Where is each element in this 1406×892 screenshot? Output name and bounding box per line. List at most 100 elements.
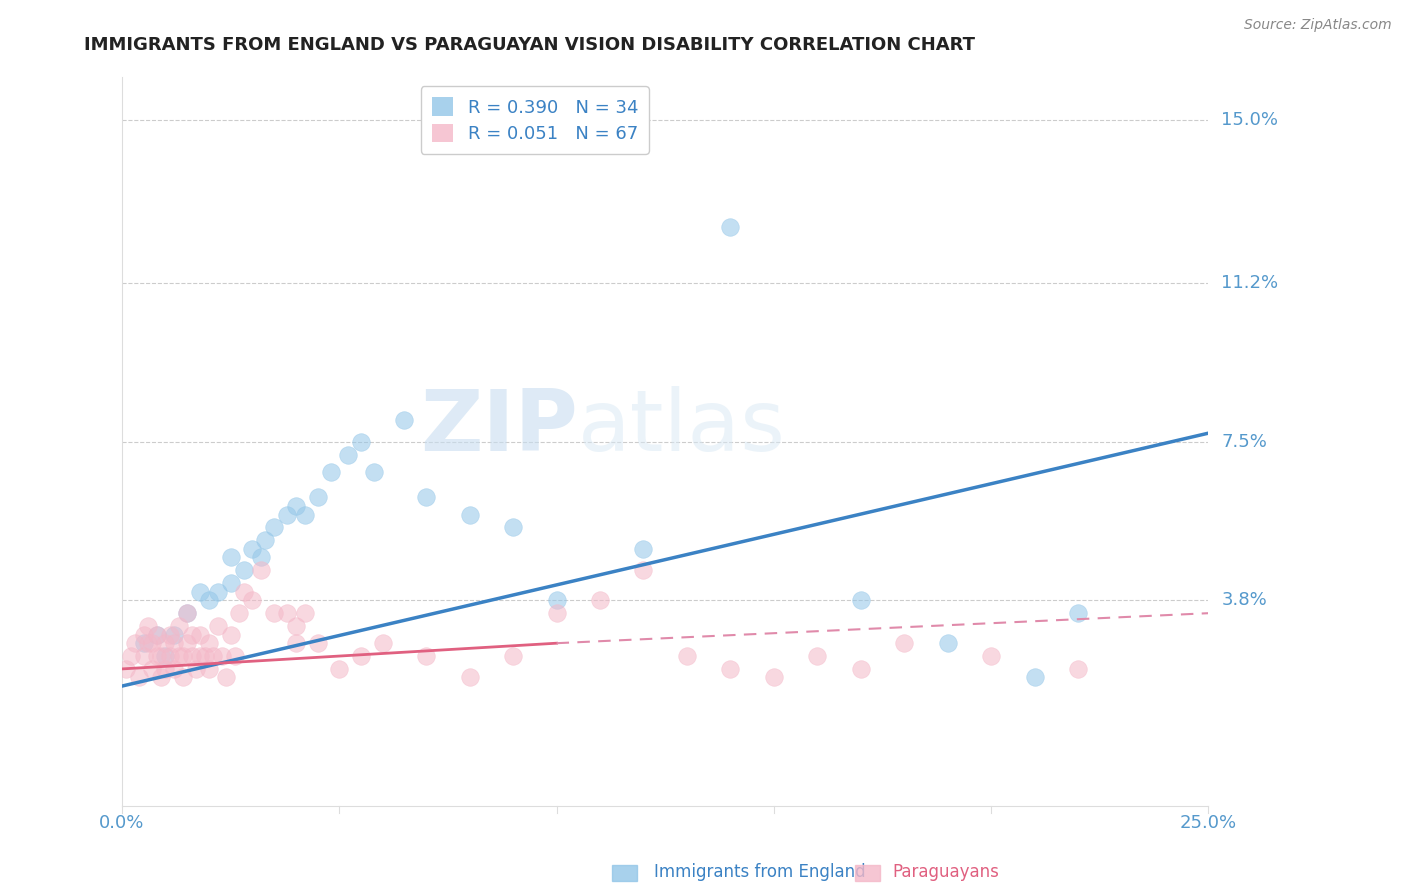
Point: [250, 550, 273, 565]
Point: [155, 648, 177, 663]
Point: [198, 662, 221, 676]
Point: [242, 593, 264, 607]
Point: [250, 563, 273, 577]
Text: IMMIGRANTS FROM ENGLAND VS PARAGUAYAN VISION DISABILITY CORRELATION CHART: IMMIGRANTS FROM ENGLAND VS PARAGUAYAN VI…: [84, 36, 976, 54]
Point: [155, 662, 177, 676]
Point: [198, 636, 221, 650]
Point: [207, 584, 229, 599]
Point: [167, 619, 190, 633]
Point: [232, 584, 254, 599]
Point: [936, 636, 959, 650]
Point: [276, 508, 298, 522]
Text: ZIP: ZIP: [420, 385, 578, 468]
Point: [172, 671, 194, 685]
Point: [319, 465, 342, 479]
Legend: R = 0.390   N = 34, R = 0.051   N = 67: R = 0.390 N = 34, R = 0.051 N = 67: [420, 87, 650, 154]
Point: [546, 593, 568, 607]
Point: [176, 606, 198, 620]
Point: [215, 671, 238, 685]
Text: Immigrants from England: Immigrants from England: [654, 863, 866, 881]
Text: Source: ZipAtlas.com: Source: ZipAtlas.com: [1244, 18, 1392, 32]
Point: [458, 671, 481, 685]
Point: [188, 648, 211, 663]
Point: [415, 491, 437, 505]
Text: Paraguayans: Paraguayans: [893, 863, 1000, 881]
Point: [136, 636, 159, 650]
Point: [124, 636, 146, 650]
Point: [294, 606, 316, 620]
Point: [328, 662, 350, 676]
Point: [294, 508, 316, 522]
Point: [202, 648, 225, 663]
Point: [180, 648, 202, 663]
Point: [136, 619, 159, 633]
Point: [176, 636, 198, 650]
Point: [350, 648, 373, 663]
Point: [211, 648, 233, 663]
Point: [228, 606, 250, 620]
Point: [633, 541, 655, 556]
Point: [371, 636, 394, 650]
Point: [141, 636, 163, 650]
Point: [589, 593, 612, 607]
Point: [172, 648, 194, 663]
Point: [284, 499, 307, 513]
Text: 7.5%: 7.5%: [1222, 433, 1267, 450]
Point: [159, 627, 181, 641]
Point: [132, 627, 155, 641]
Point: [188, 584, 211, 599]
Point: [350, 434, 373, 449]
Point: [176, 606, 198, 620]
Point: [184, 662, 207, 676]
Point: [980, 648, 1002, 663]
Point: [254, 533, 277, 548]
Point: [1024, 671, 1046, 685]
Point: [150, 648, 173, 663]
Text: atlas: atlas: [578, 385, 786, 468]
Point: [207, 619, 229, 633]
Point: [337, 448, 360, 462]
Point: [1067, 606, 1090, 620]
Text: 15.0%: 15.0%: [1222, 112, 1278, 129]
Point: [219, 627, 242, 641]
Point: [415, 648, 437, 663]
Point: [263, 606, 285, 620]
Point: [284, 619, 307, 633]
Point: [546, 606, 568, 620]
Point: [307, 491, 329, 505]
Point: [150, 671, 173, 685]
Point: [363, 465, 385, 479]
Point: [224, 648, 246, 663]
Point: [198, 593, 221, 607]
Point: [146, 627, 169, 641]
Point: [893, 636, 915, 650]
Point: [633, 563, 655, 577]
Point: [146, 648, 169, 663]
Point: [502, 520, 524, 534]
Point: [163, 636, 186, 650]
Point: [307, 636, 329, 650]
Point: [276, 606, 298, 620]
Point: [141, 662, 163, 676]
Point: [284, 636, 307, 650]
Point: [132, 636, 155, 650]
Point: [163, 662, 186, 676]
Point: [676, 648, 699, 663]
Point: [718, 220, 741, 235]
Point: [155, 636, 177, 650]
Point: [159, 648, 181, 663]
Point: [718, 662, 741, 676]
Point: [502, 648, 524, 663]
Point: [849, 593, 872, 607]
Point: [163, 627, 186, 641]
Point: [394, 413, 416, 427]
Point: [219, 550, 242, 565]
Point: [194, 648, 217, 663]
Point: [180, 627, 202, 641]
Point: [146, 627, 169, 641]
Point: [115, 662, 138, 676]
Text: 3.8%: 3.8%: [1222, 591, 1267, 609]
Point: [242, 541, 264, 556]
Point: [188, 627, 211, 641]
Point: [128, 671, 150, 685]
